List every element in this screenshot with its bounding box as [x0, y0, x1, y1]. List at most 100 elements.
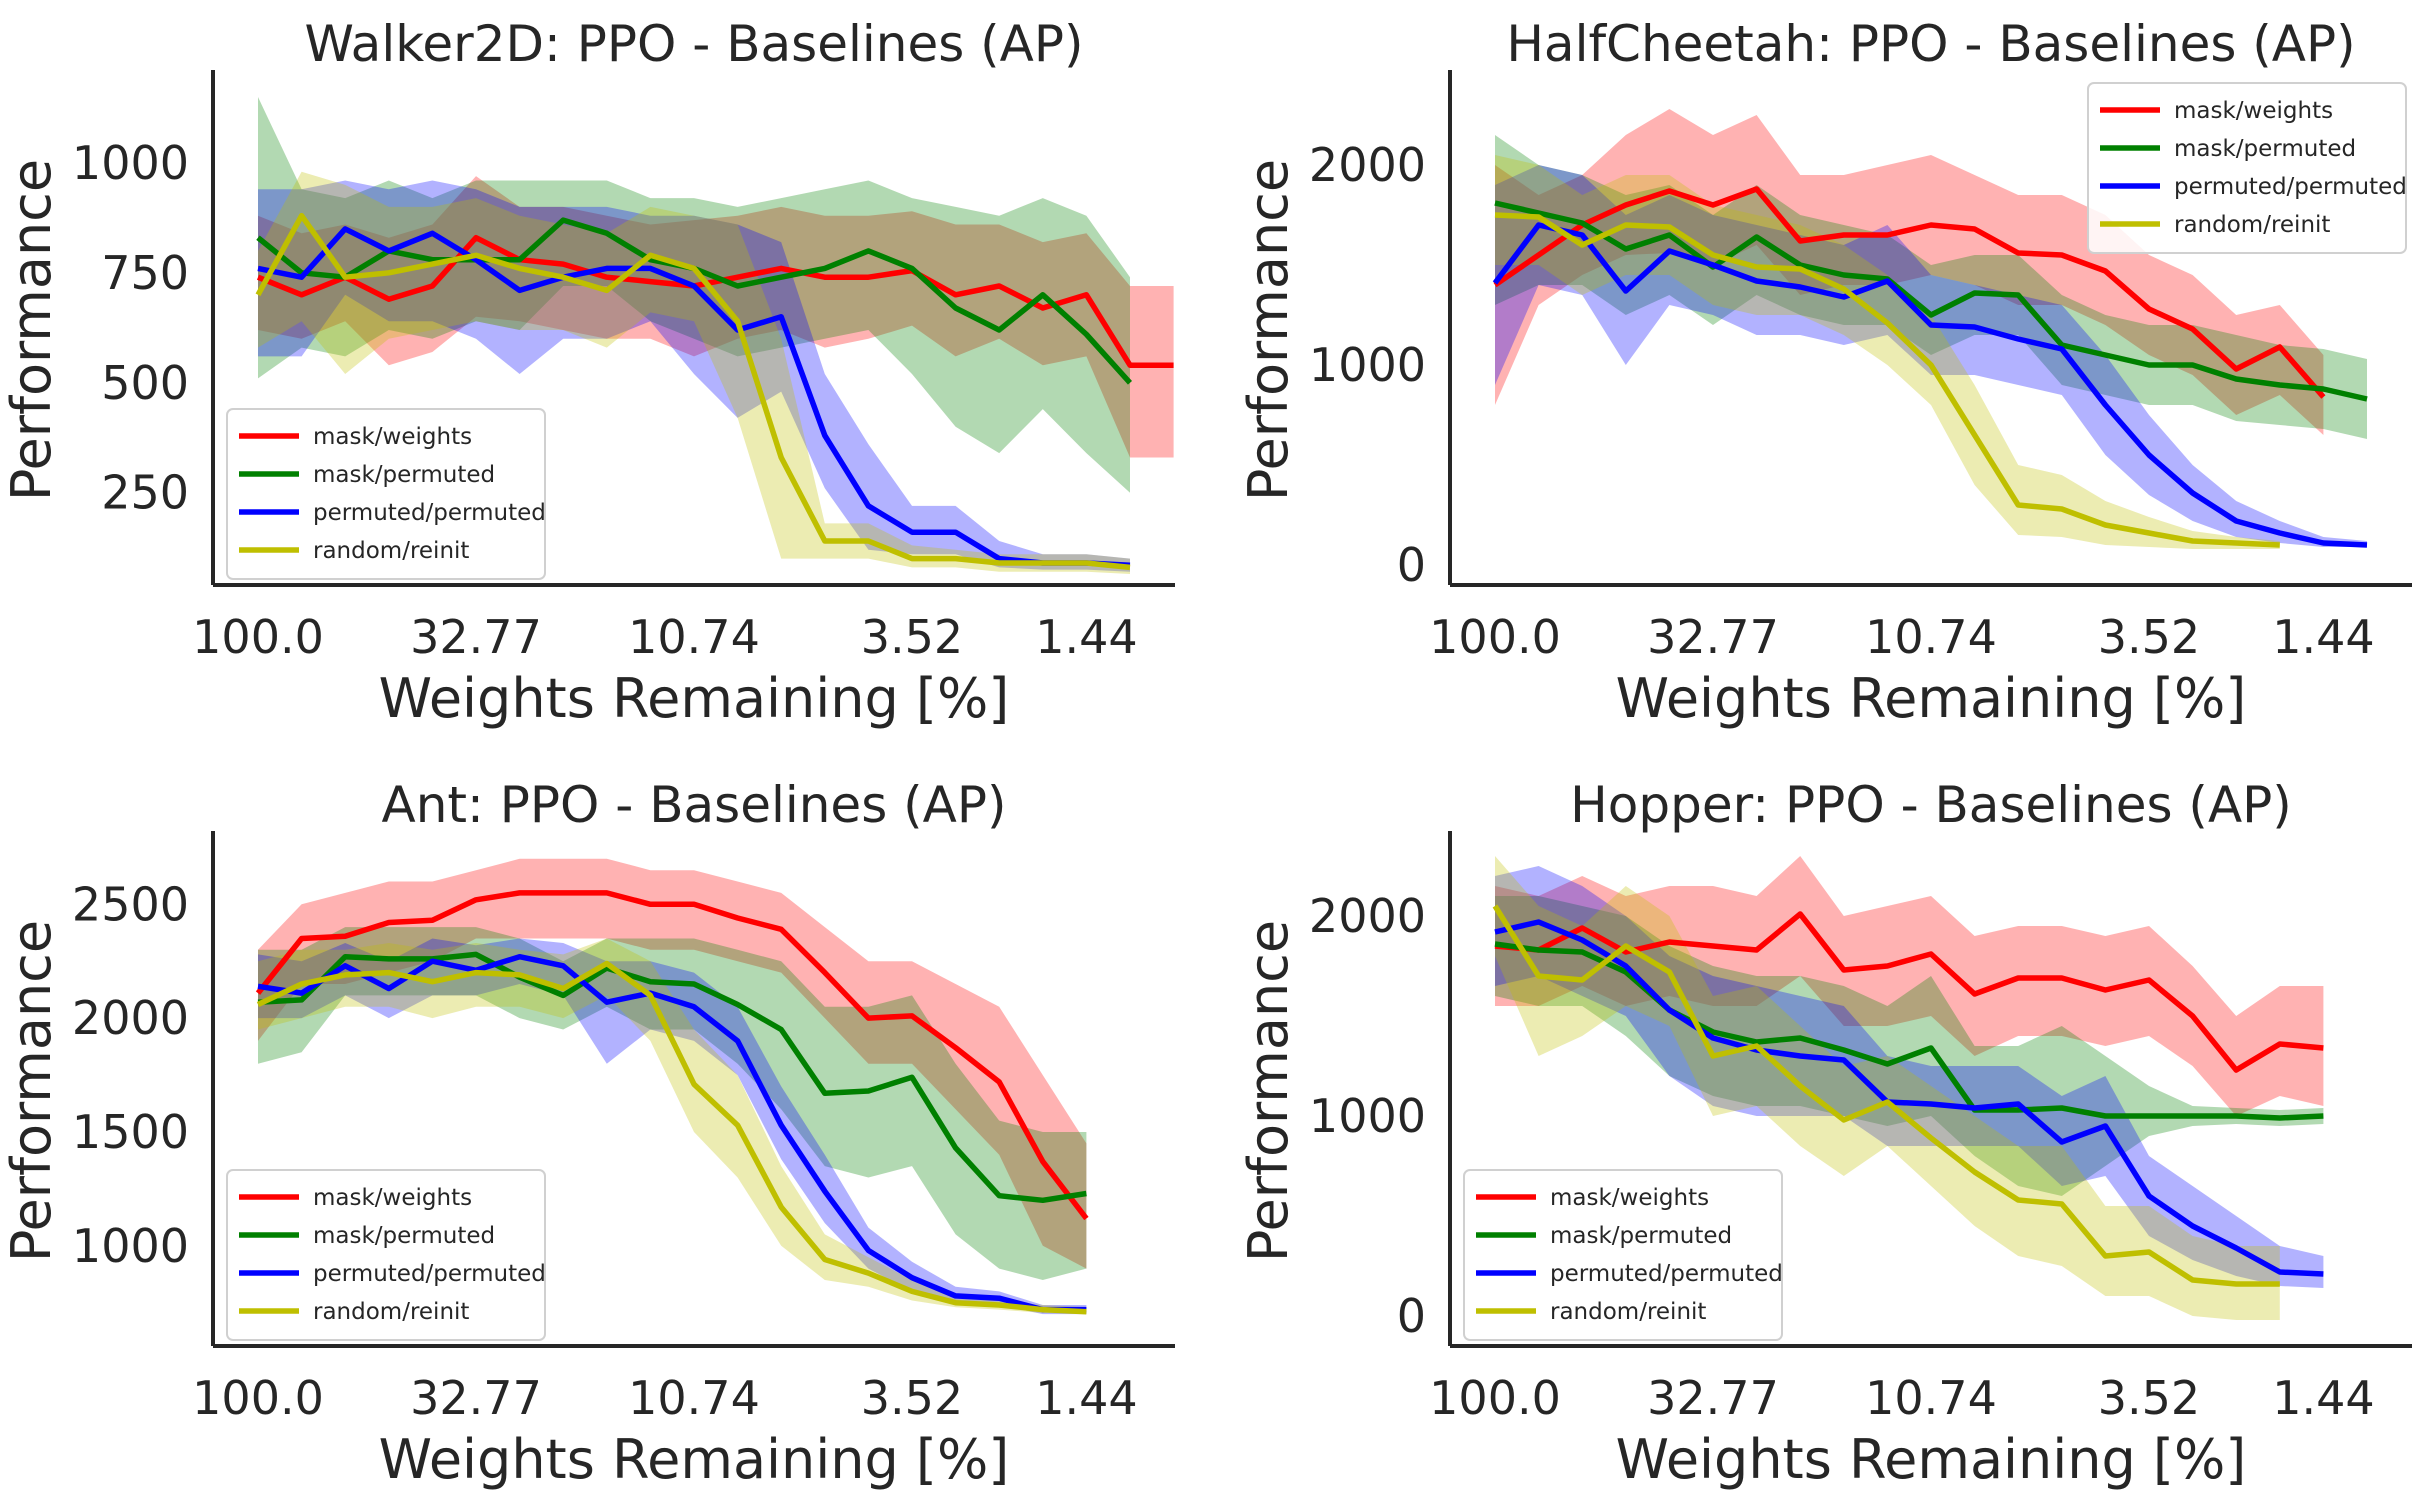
band-mask-permuted [1495, 896, 2324, 1196]
y-tick-label: 500 [101, 356, 189, 410]
legend-label-mask-weights: mask/weights [313, 1185, 472, 1211]
x-tick-label: 100.0 [1429, 1371, 1561, 1425]
line-permuted-permuted [257, 226, 1131, 568]
band-mask-weights [1495, 856, 2324, 1116]
x-tick-label: 10.74 [628, 1371, 760, 1425]
x-tick-label: 100.0 [1429, 610, 1561, 664]
y-tick-label: 1500 [72, 1105, 189, 1159]
legend-label-permuted-permuted: permuted/permuted [313, 500, 546, 526]
panel-ant: 1000 1500 2000 2500 100.0 32.77 10.74 3.52 1.44 A… [0, 776, 1175, 1491]
x-tick-label: 10.74 [1865, 610, 1997, 664]
x-axis-label: Weights Remaining [%] [379, 1428, 1010, 1491]
band-mask-weights [1495, 109, 2324, 435]
line-random-reinit [255, 212, 1131, 571]
y-axis-label: Performance [0, 159, 63, 501]
y-tick-label: 2000 [1309, 889, 1426, 943]
legend-box [2087, 82, 2407, 254]
line-permuted-permuted [1494, 919, 2324, 1277]
line-permuted-permuted [1492, 222, 2368, 548]
x-tick-label: 3.52 [2098, 610, 2200, 664]
chart-title: HalfCheetah: PPO - Baselines (AP) [1506, 15, 2355, 73]
y-tick-label: 0 [1397, 1289, 1426, 1343]
x-tick-label: 1.44 [1035, 610, 1137, 664]
band-permuted-permuted [1495, 866, 2324, 1288]
x-axis-label: Weights Remaining [%] [379, 667, 1010, 730]
x-axis-label: Weights Remaining [%] [1616, 667, 2247, 730]
chart-title: Ant: PPO - Baselines (AP) [381, 776, 1006, 834]
legend: mask/weights mask/permuted permuted/permut… [1463, 1169, 1783, 1341]
plot-area [1492, 856, 2324, 1320]
legend-label-mask-weights: mask/weights [2174, 98, 2333, 124]
y-axis-label: Performance [1237, 159, 1300, 501]
legend-label-mask-permuted: mask/permuted [313, 462, 495, 488]
line-random-reinit [1492, 904, 2280, 1287]
line-mask-weights [1493, 186, 2326, 399]
y-tick-label: 1000 [72, 136, 189, 190]
x-tick-label: 32.77 [1647, 610, 1779, 664]
line-mask-permuted [1494, 200, 2368, 402]
plot-area [1492, 109, 2368, 549]
x-tick-label: 10.74 [1865, 1371, 1997, 1425]
legend-label-random-reinit: random/reinit [1550, 1299, 1706, 1325]
x-tick-label: 3.52 [2098, 1371, 2200, 1425]
legend: mask/weights mask/permuted permuted/permut… [226, 1169, 546, 1341]
x-tick-label: 3.52 [861, 610, 963, 664]
legend-label-mask-permuted: mask/permuted [2174, 136, 2356, 162]
legend-label-mask-permuted: mask/permuted [1550, 1223, 1732, 1249]
line-mask-permuted [257, 951, 1087, 1204]
x-tick-label: 1.44 [2272, 610, 2374, 664]
legend-label-mask-permuted: mask/permuted [313, 1223, 495, 1249]
legend-label-permuted-permuted: permuted/permuted [1550, 1261, 1783, 1287]
plot-area [255, 97, 1174, 574]
line-mask-weights [255, 890, 1089, 1221]
legend-label-random-reinit: random/reinit [313, 538, 469, 564]
y-tick-label: 1000 [1309, 338, 1426, 392]
y-tick-label: 2000 [1309, 138, 1426, 192]
x-tick-label: 10.74 [628, 610, 760, 664]
legend-label-permuted-permuted: permuted/permuted [2174, 174, 2407, 200]
legend-box [1463, 1169, 1783, 1341]
line-permuted-permuted [257, 953, 1087, 1313]
y-tick-label: 0 [1397, 538, 1426, 592]
band-random-reinit [258, 171, 1130, 574]
x-tick-label: 1.44 [2272, 1371, 2374, 1425]
y-tick-label: 750 [101, 246, 189, 300]
line-random-reinit [256, 960, 1087, 1315]
legend-label-random-reinit: random/reinit [2174, 212, 2330, 238]
x-tick-label: 100.0 [192, 1371, 324, 1425]
x-tick-label: 32.77 [410, 1371, 542, 1425]
y-tick-label: 1000 [1309, 1089, 1426, 1143]
x-tick-label: 100.0 [192, 610, 324, 664]
y-tick-label: 2500 [72, 877, 189, 931]
band-mask-weights [258, 176, 1174, 458]
panel-hopper: 0 1000 2000 100.0 32.77 10.74 3.52 1.44 Hopper: … [1237, 776, 2412, 1491]
legend-label-mask-weights: mask/weights [313, 424, 472, 450]
line-random-reinit [1494, 212, 2280, 548]
y-tick-label: 1000 [72, 1219, 189, 1273]
band-mask-permuted [258, 97, 1130, 493]
legend: mask/weights mask/permuted permuted/permut… [226, 408, 546, 580]
legend-box [226, 408, 546, 580]
x-tick-label: 1.44 [1035, 1371, 1137, 1425]
x-axis-label: Weights Remaining [%] [1616, 1428, 2247, 1491]
x-tick-label: 32.77 [410, 610, 542, 664]
chart-title: Hopper: PPO - Baselines (AP) [1570, 776, 2292, 834]
line-mask-permuted [1494, 941, 2324, 1121]
legend-box [226, 1169, 546, 1341]
band-mask-weights [258, 858, 1087, 1269]
plot-area [255, 858, 1089, 1315]
x-tick-label: 32.77 [1647, 1371, 1779, 1425]
y-tick-label: 2000 [72, 991, 189, 1045]
legend: mask/weights mask/permuted permuted/permut… [2087, 82, 2407, 254]
y-tick-label: 250 [101, 466, 189, 520]
band-permuted-permuted [258, 180, 1130, 572]
x-tick-label: 3.52 [861, 1371, 963, 1425]
y-axis-label: Performance [1237, 920, 1300, 1262]
chart-title: Walker2D: PPO - Baselines (AP) [304, 15, 1083, 73]
panel-halfcheetah: 0 1000 2000 100.0 32.77 10.74 3.52 1.44 HalfChee… [1237, 15, 2412, 730]
legend-label-random-reinit: random/reinit [313, 1299, 469, 1325]
legend-label-mask-weights: mask/weights [1550, 1185, 1709, 1211]
panel-walker2d: 250 500 750 1000 100.0 32.77 10.74 3.52 1.44 Walk… [0, 15, 1175, 730]
legend-label-permuted-permuted: permuted/permuted [313, 1261, 546, 1287]
